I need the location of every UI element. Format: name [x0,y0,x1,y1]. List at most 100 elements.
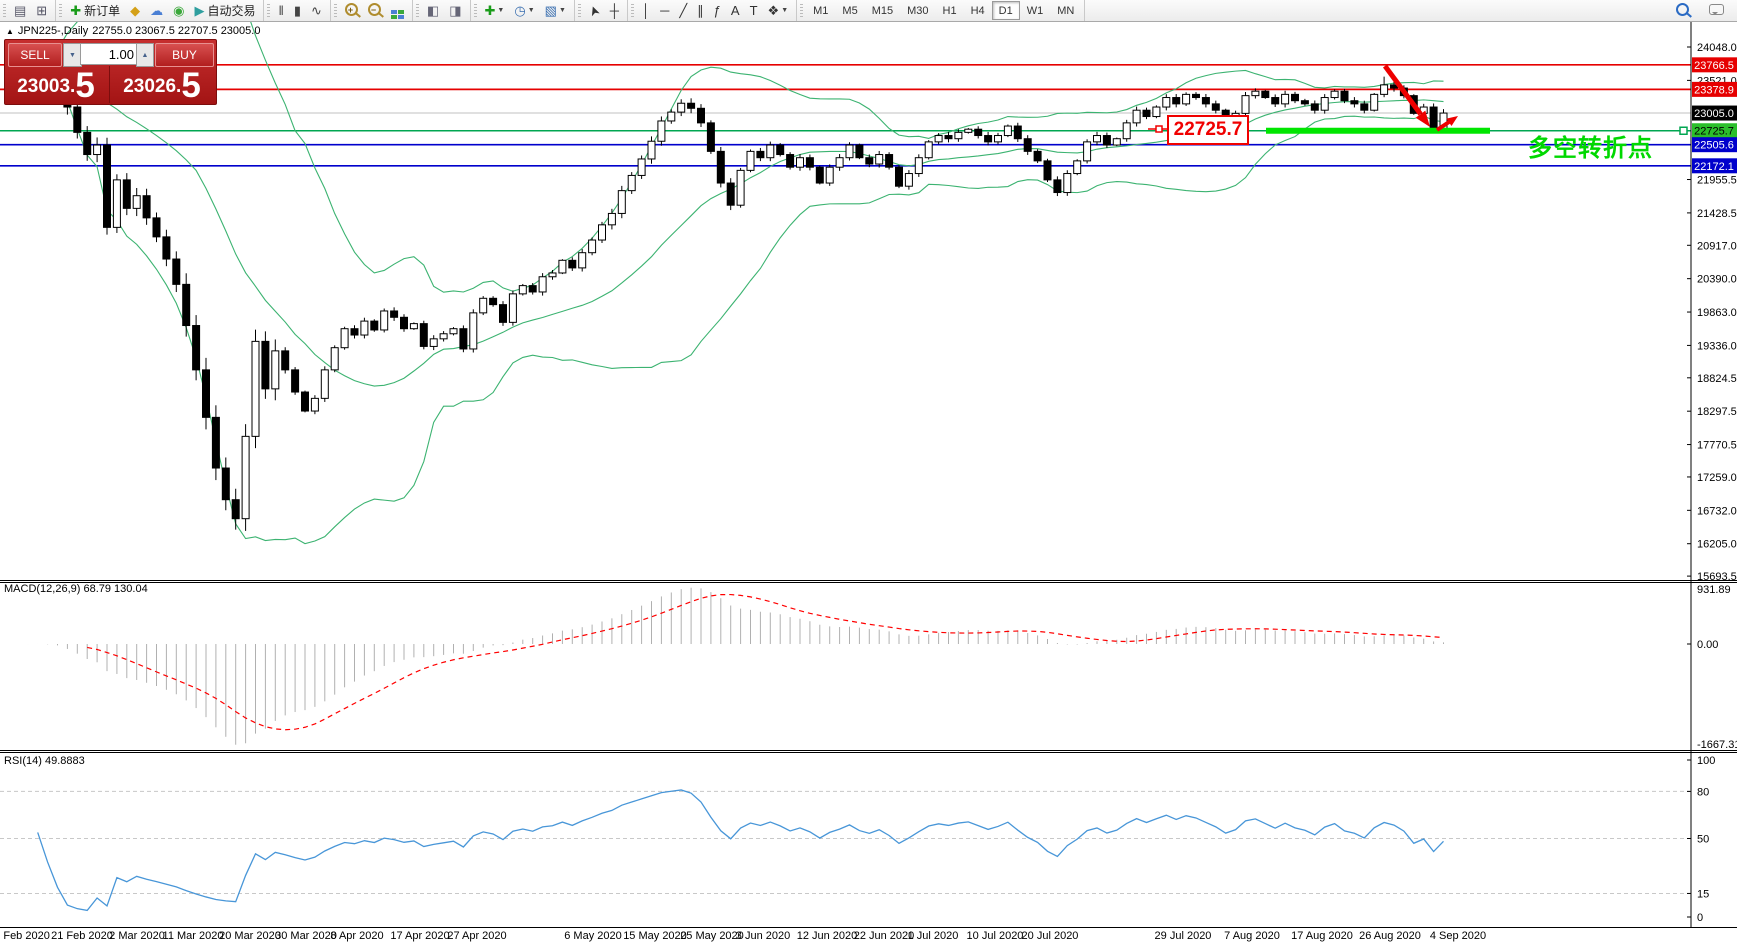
timeframe-m30-button[interactable]: M30 [907,4,929,17]
auto-arrange-button[interactable]: ◧ [422,1,444,21]
bounce-arrow-head[interactable] [1446,116,1458,126]
line-chart-button[interactable]: ∿ [306,1,327,21]
templates-button[interactable]: ▧ ▼ [540,1,571,21]
sell-price[interactable]: 23003. 5 [17,66,95,105]
market-watch-button[interactable]: ☁ [145,1,168,21]
candlestick-chart-button[interactable]: ▮ [289,1,306,21]
timeframe-h1-button[interactable]: H1 [942,4,957,17]
price-tick-label: 17259.0 [1697,472,1737,484]
text-button[interactable]: A [726,1,745,21]
chart-window-button[interactable]: ▤ [9,1,31,21]
buy-button[interactable]: BUY [155,43,214,67]
candle-down [1271,97,1280,105]
chart-annotations[interactable] [1148,64,1688,135]
dropdown-arrow-icon[interactable]: ▼ [527,7,535,14]
timeframe-mn-button[interactable]: MN [1057,4,1075,17]
timeframe-m5-button[interactable]: M5 [842,4,858,17]
candle-up [271,350,280,390]
candle-up [538,276,547,293]
cursor-button[interactable]: ➤ [584,1,605,21]
arrows-button[interactable]: ❖ ▼ [763,1,794,21]
candle-down [211,416,220,469]
chat-button[interactable] [1704,1,1729,21]
bounce-arrow-shaft[interactable] [1435,120,1451,132]
zoom-in-button[interactable]: + [340,1,363,21]
candle-down [122,179,131,209]
price-badge-label: 23378.9 [1694,84,1734,96]
search-button[interactable] [1671,1,1694,21]
volume-increase-button[interactable]: ▲ [136,43,154,67]
toolbar-button-label: 新订单 [84,4,121,18]
candle-up [439,333,448,340]
candle-up [380,310,389,331]
support-label-text[interactable]: 多空转折点 [1528,135,1653,162]
candle-down [786,154,795,168]
timeframe-d1-button[interactable]: D1 [991,1,1020,20]
arrange-windows-icon: ◨ [449,2,462,18]
toolbar-group-cursor: ➤ ┼ [575,0,628,21]
collapse-panel-icon[interactable]: ▲ [6,26,14,36]
candle-up [251,340,260,437]
down-arrow-shaft[interactable] [1382,64,1423,116]
candle-up [1093,135,1101,143]
price-badge [1692,57,1737,73]
candle-up [578,252,587,269]
fibonacci-button[interactable]: ƒ [709,1,726,21]
tile-windows-button[interactable] [386,1,409,21]
add-indicator-button[interactable]: ✚ ▼ [480,1,510,21]
dropdown-arrow-icon[interactable]: ▼ [497,7,505,14]
candle-down [706,122,715,152]
trendline-button[interactable]: ╱ [674,1,692,21]
indicator-list-button[interactable]: ◆ [125,1,145,21]
timeframe-m15-button[interactable]: M15 [871,4,894,17]
arrange-windows-button[interactable]: ◨ [444,1,466,21]
candle-up [1122,122,1131,140]
candle-down [726,182,735,206]
line-handle[interactable] [1679,126,1688,135]
data-window-button[interactable]: ⊞ [31,1,52,21]
zoom-out-button[interactable]: − [363,1,386,21]
new-order-button[interactable]: ✚ 新订单 [65,1,125,21]
buy-price[interactable]: 23026. 5 [123,66,201,105]
dropdown-arrow-icon[interactable]: ▼ [781,7,789,14]
macd-label: MACD(12,26,9) 68.79 130.04 [4,583,148,595]
equidistant-channel-button[interactable]: ∥ [692,1,709,21]
volume-input[interactable] [80,43,138,65]
crosshair-icon: ┼ [609,2,619,18]
candle-up [1251,90,1260,97]
crosshair-button[interactable]: ┼ [605,1,624,21]
price-annotation-box[interactable]: 22725.7 [1167,115,1249,145]
date-label: 17 Aug 2020 [1291,930,1353,942]
support-highlight-bar[interactable] [1266,127,1490,134]
candle-down [716,150,725,184]
periods-button[interactable]: ◷ ▼ [509,1,539,21]
box-anchor-handle[interactable] [1155,125,1163,133]
timeframe-h4-button[interactable]: H4 [970,4,985,17]
down-arrow-head[interactable] [1415,110,1430,127]
candle-down [291,369,300,393]
candle-down [528,285,537,293]
vertical-line-button[interactable]: │ [637,1,655,21]
candle-up [964,128,973,133]
candle-down [1360,103,1369,111]
horizontal-line-button[interactable]: ─ [655,1,674,21]
autotrade-button[interactable]: ▶ 自动交易 [189,1,260,21]
candle-down [1043,160,1052,181]
candle-up [1370,93,1379,111]
timeframe-m1-button[interactable]: M1 [813,4,829,17]
candle-up [766,144,775,159]
sell-button[interactable]: SELL [8,43,62,67]
candle-up [1281,93,1290,105]
timeframe-w1-button[interactable]: W1 [1026,4,1044,17]
signals-button[interactable]: ◉ [168,1,189,21]
rsi-axis-label: 50 [1697,834,1709,846]
dropdown-arrow-icon[interactable]: ▼ [558,7,566,14]
candle-up [1112,138,1121,146]
candle-up [617,190,626,214]
pane-separators[interactable] [0,580,1737,928]
candle-down [776,144,785,156]
text-label-button[interactable]: T [745,1,763,21]
bar-chart-button[interactable]: ‖ [273,1,288,21]
